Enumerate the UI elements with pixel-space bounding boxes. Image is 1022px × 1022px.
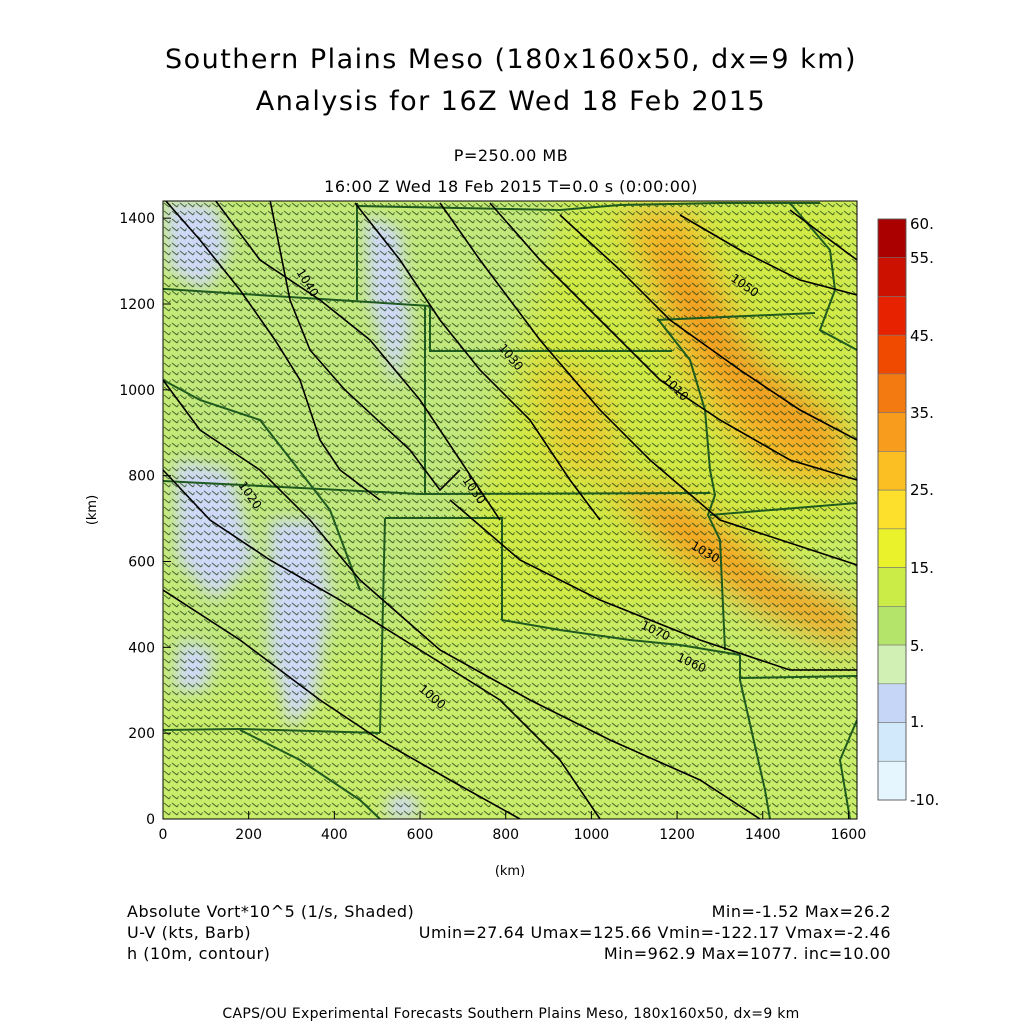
title-line1: Southern Plains Meso (180x160x50, dx=9 k…: [164, 44, 858, 75]
x-axis: 0 200 400 600 800 1000 1200 1400 1600: [159, 811, 867, 843]
colorbar-label: 15.: [910, 559, 934, 577]
x-tick-label: 1600: [831, 827, 867, 843]
y-tick-label: 1400: [119, 211, 155, 227]
x-tick-label: 800: [492, 827, 519, 843]
valid-time: 16:00 Z Wed 18 Feb 2015 T=0.0 s (0:00:00…: [324, 177, 698, 196]
x-tick-label: 600: [407, 827, 434, 843]
legend-barb-stats: Umin=27.64 Umax=125.66 Vmin=-122.17 Vmax…: [418, 923, 891, 942]
legend-shaded-name: Absolute Vort*10^5 (1/s, Shaded): [127, 902, 415, 921]
legend-barb-name: U-V (kts, Barb): [127, 923, 252, 942]
colorbar-swatch: [877, 567, 907, 607]
x-tick-label: 1000: [574, 827, 610, 843]
colorbar-swatch: [877, 528, 907, 568]
y-axis-label: (km): [85, 495, 100, 525]
colorbar-swatch: [877, 644, 907, 685]
colorbar-label: -10.: [910, 791, 939, 809]
y-tick-label: 0: [146, 812, 155, 828]
legend-shaded-stats: Min=-1.52 Max=26.2: [711, 902, 891, 921]
colorbar-swatch: [877, 334, 907, 375]
colorbar-swatch: [877, 606, 907, 646]
colorbar-swatch: [877, 722, 907, 762]
shaded-field: 1040 1030 1030 1020 1000 1010 1030 1050 …: [163, 201, 857, 819]
x-tick-label: 400: [321, 827, 348, 843]
y-tick-label: 1200: [119, 297, 155, 313]
x-axis-label: (km): [495, 864, 525, 879]
colorbar-swatch: [877, 412, 907, 452]
colorbar-label: 55.: [910, 249, 934, 267]
wind-barbs: [163, 201, 857, 819]
footer-credit: CAPS/OU Experimental Forecasts Southern …: [222, 1006, 800, 1022]
y-tick-label: 400: [128, 640, 155, 656]
x-tick-label: 0: [159, 827, 168, 843]
colorbar-label: 45.: [910, 327, 934, 345]
y-tick-label: 600: [128, 555, 155, 571]
legend-contour-stats: Min=962.9 Max=1077. inc=10.00: [603, 944, 891, 963]
colorbar-swatch: [877, 683, 907, 723]
x-tick-label: 1400: [745, 827, 781, 843]
pressure-level: P=250.00 MB: [453, 146, 569, 165]
colorbar-label: 5.: [910, 637, 924, 655]
colorbar-swatch: [877, 296, 907, 336]
colorbar-label: 25.: [910, 481, 934, 499]
height-contours: [163, 201, 857, 819]
colorbar-swatch: [877, 489, 907, 530]
colorbar-swatch: [877, 451, 907, 491]
x-tick-label: 200: [235, 827, 262, 843]
y-tick-label: 800: [128, 469, 155, 485]
colorbar-label: 35.: [910, 404, 934, 422]
colorbar-label: 60.: [910, 215, 934, 233]
state-boundaries: [163, 202, 857, 819]
y-axis: 0 200 400 600 800 1000 1200 1400: [119, 211, 171, 828]
plot-frame: [162, 200, 858, 820]
colorbar-swatch: [877, 373, 907, 413]
legend-contour-name: h (10m, contour): [127, 944, 271, 963]
colorbar-swatch: [877, 218, 907, 259]
y-tick-label: 1000: [119, 383, 155, 399]
colorbar-swatch: [877, 760, 907, 801]
colorbar: 60. 55. 45. 35. 25. 15. 5. 1. -10.: [877, 215, 939, 809]
colorbar-frame: [877, 218, 907, 801]
y-tick-label: 200: [128, 726, 155, 742]
colorbar-label: 1.: [910, 713, 924, 731]
title-line2: Analysis for 16Z Wed 18 Feb 2015: [255, 86, 767, 117]
x-tick-label: 1200: [659, 827, 695, 843]
colorbar-swatch: [877, 257, 907, 297]
